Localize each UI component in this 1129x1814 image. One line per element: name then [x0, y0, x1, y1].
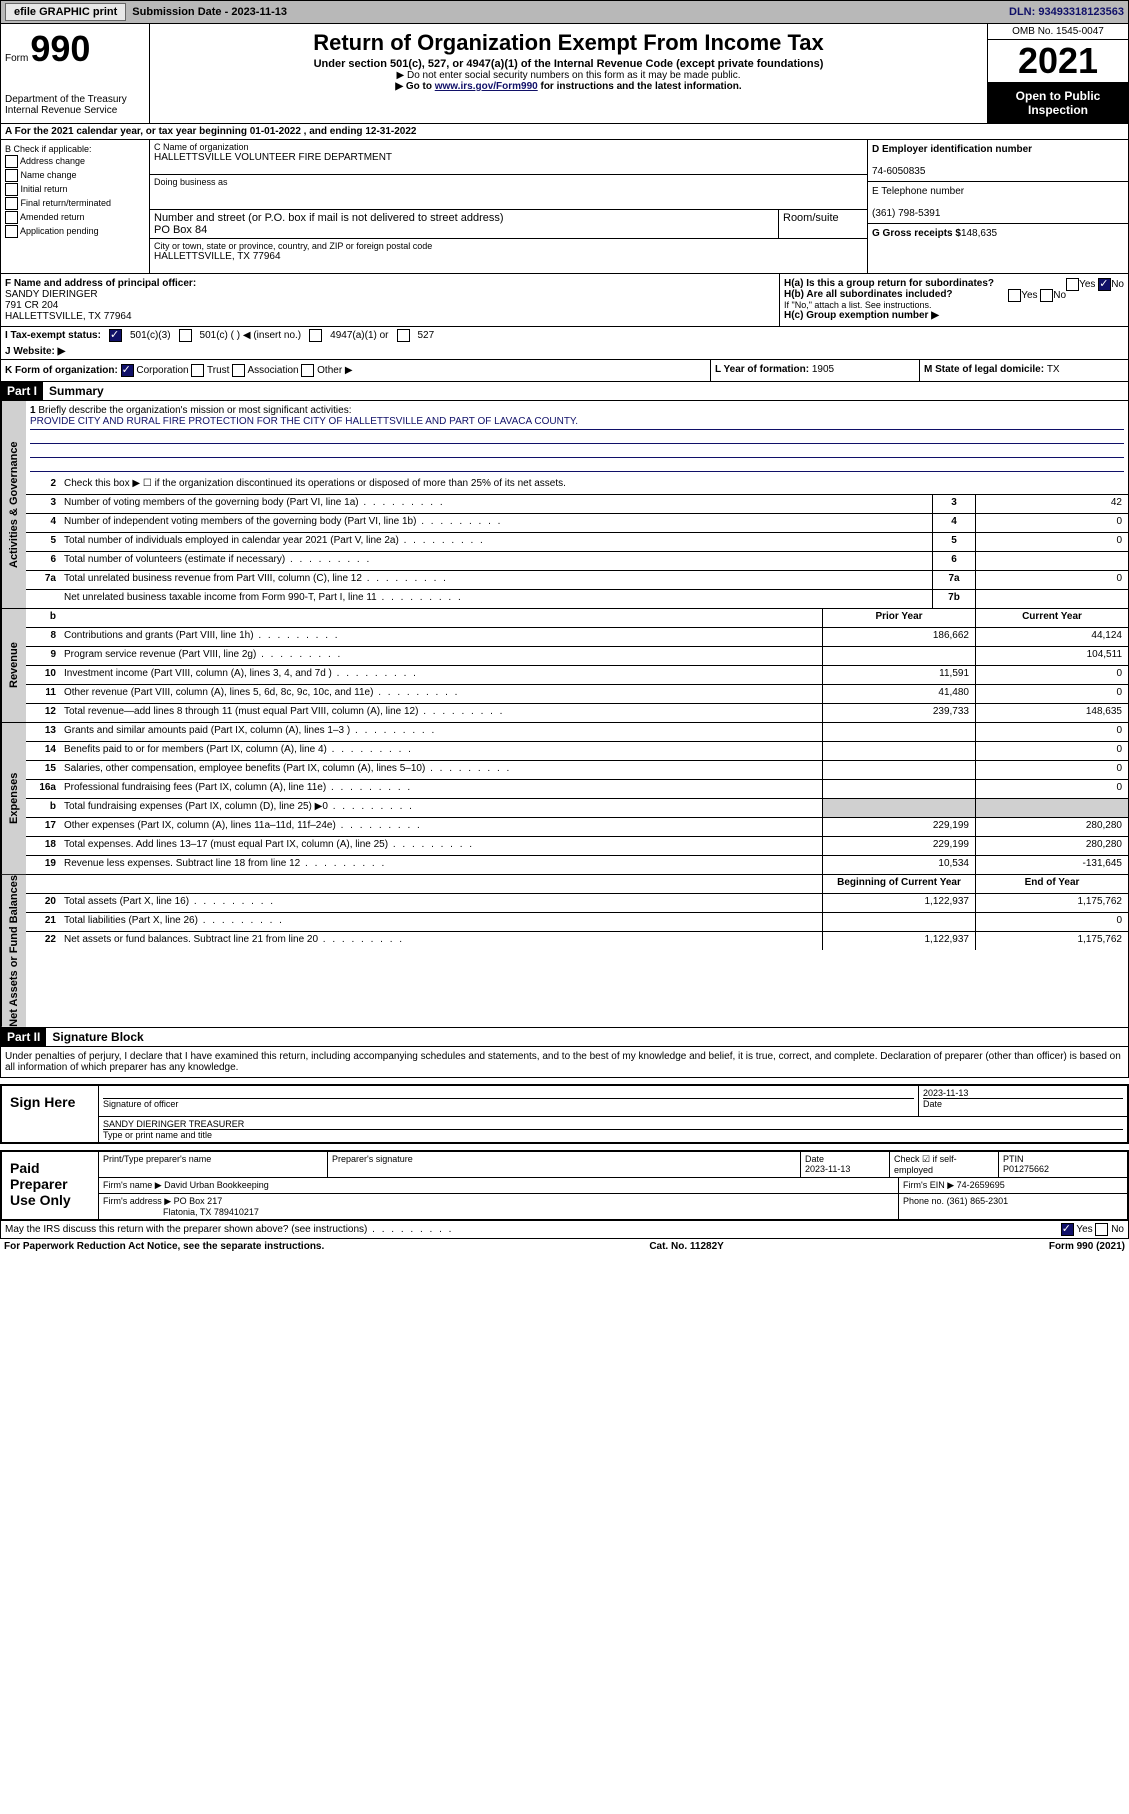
row-j-website: J Website: ▶: [0, 344, 1129, 360]
topbar: efile GRAPHIC print Submission Date - 20…: [0, 0, 1129, 24]
efile-print-button[interactable]: efile GRAPHIC print: [5, 3, 126, 21]
chk-corp[interactable]: [121, 364, 134, 377]
line-7a: 7a Total unrelated business revenue from…: [26, 571, 1128, 590]
ha-yes[interactable]: [1066, 278, 1079, 291]
dln-label: DLN: 93493318123563: [1009, 6, 1124, 18]
col-b-checkboxes: B Check if applicable: Address change Na…: [1, 140, 150, 273]
form-note-2: ▶ Go to www.irs.gov/Form990 for instruct…: [154, 81, 983, 92]
line-8: 8 Contributions and grants (Part VIII, l…: [26, 628, 1128, 647]
submission-date-label: Submission Date - 2023-11-13: [132, 6, 287, 18]
line-21: 21 Total liabilities (Part X, line 26) 0: [26, 913, 1128, 932]
line-18: 18 Total expenses. Add lines 13–17 (must…: [26, 837, 1128, 856]
form-note-1: ▶ Do not enter social security numbers o…: [154, 70, 983, 81]
may-irs-discuss: May the IRS discuss this return with the…: [0, 1221, 1129, 1239]
line-7b: Net unrelated business taxable income fr…: [26, 590, 1128, 608]
chk-assoc[interactable]: [232, 364, 245, 377]
line-12: 12 Total revenue—add lines 8 through 11 …: [26, 704, 1128, 722]
row-k-l-m: K Form of organization: Corporation Trus…: [0, 360, 1129, 382]
org-city: HALLETTSVILLE, TX 77964: [154, 251, 863, 262]
phone-value: (361) 798-5391: [872, 208, 940, 219]
org-address: PO Box 84: [154, 224, 774, 236]
header-right: OMB No. 1545-0047 2021 Open to Public In…: [987, 24, 1128, 123]
chk-4947[interactable]: [309, 329, 322, 342]
open-inspection-label: Open to Public Inspection: [988, 83, 1128, 123]
block-b-to-g: B Check if applicable: Address change Na…: [0, 140, 1129, 274]
irs-yes[interactable]: [1061, 1223, 1074, 1236]
chk-trust[interactable]: [191, 364, 204, 377]
col-c-org-info: C Name of organization HALLETTSVILLE VOL…: [150, 140, 867, 273]
tax-year: 2021: [988, 40, 1128, 83]
year-formation: 1905: [812, 364, 834, 375]
chk-name-change[interactable]: [5, 169, 18, 182]
chk-final-return[interactable]: [5, 197, 18, 210]
line-16a: 16a Professional fundraising fees (Part …: [26, 780, 1128, 799]
row-f-h: F Name and address of principal officer:…: [0, 274, 1129, 327]
chk-527[interactable]: [397, 329, 410, 342]
side-tab-revenue: Revenue: [1, 609, 26, 722]
omb-number: OMB No. 1545-0047: [988, 24, 1128, 40]
line-20: 20 Total assets (Part X, line 16) 1,122,…: [26, 894, 1128, 913]
col-d-e-g: D Employer identification number 74-6050…: [867, 140, 1128, 273]
col-f-officer: F Name and address of principal officer:…: [1, 274, 779, 326]
line-4: 4 Number of independent voting members o…: [26, 514, 1128, 533]
gross-receipts: 148,635: [961, 228, 997, 239]
ein-value: 74-6050835: [872, 166, 925, 177]
col-h-group: H(a) Is this a group return for subordin…: [779, 274, 1128, 326]
line-10: 10 Investment income (Part VIII, column …: [26, 666, 1128, 685]
ha-no[interactable]: [1098, 278, 1111, 291]
chk-amended-return[interactable]: [5, 211, 18, 224]
paid-preparer-block: Paid Preparer Use Only Print/Type prepar…: [0, 1150, 1129, 1221]
summary-governance: Activities & Governance 1 Briefly descri…: [0, 401, 1129, 609]
summary-revenue: Revenue b Prior Year Current Year 8 Cont…: [0, 609, 1129, 723]
line-11: 11 Other revenue (Part VIII, column (A),…: [26, 685, 1128, 704]
chk-application-pending[interactable]: [5, 225, 18, 238]
line-15: 15 Salaries, other compensation, employe…: [26, 761, 1128, 780]
chk-501c3[interactable]: [109, 329, 122, 342]
line-14: 14 Benefits paid to or for members (Part…: [26, 742, 1128, 761]
hb-no[interactable]: [1040, 289, 1053, 302]
line-b: b Total fundraising expenses (Part IX, c…: [26, 799, 1128, 818]
signature-declaration: Under penalties of perjury, I declare th…: [0, 1047, 1129, 1078]
part-1-header: Part I Summary: [0, 382, 1129, 401]
line-3: 3 Number of voting members of the govern…: [26, 495, 1128, 514]
chk-501c[interactable]: [179, 329, 192, 342]
irs-no[interactable]: [1095, 1223, 1108, 1236]
dept-label: Department of the Treasury Internal Reve…: [5, 94, 145, 116]
state-domicile: TX: [1047, 364, 1060, 375]
mission-text: PROVIDE CITY AND RURAL FIRE PROTECTION F…: [30, 416, 1124, 430]
form-title: Return of Organization Exempt From Incom…: [154, 30, 983, 56]
line-19: 19 Revenue less expenses. Subtract line …: [26, 856, 1128, 874]
row-i-tax-status: I Tax-exempt status: 501(c)(3) 501(c) ( …: [0, 327, 1129, 344]
side-tab-expenses: Expenses: [1, 723, 26, 874]
form-header: Form 990 Department of the Treasury Inte…: [0, 24, 1129, 124]
line-9: 9 Program service revenue (Part VIII, li…: [26, 647, 1128, 666]
side-tab-net: Net Assets or Fund Balances: [1, 875, 26, 1027]
form-number: 990: [30, 28, 90, 70]
row-a-tax-year: A For the 2021 calendar year, or tax yea…: [0, 124, 1129, 140]
line-6: 6 Total number of volunteers (estimate i…: [26, 552, 1128, 571]
form-subtitle: Under section 501(c), 527, or 4947(a)(1)…: [154, 58, 983, 70]
hb-yes[interactable]: [1008, 289, 1021, 302]
page-footer: For Paperwork Reduction Act Notice, see …: [0, 1239, 1129, 1254]
chk-initial-return[interactable]: [5, 183, 18, 196]
summary-net-assets: Net Assets or Fund Balances Beginning of…: [0, 875, 1129, 1028]
part-2-header: Part II Signature Block: [0, 1028, 1129, 1047]
form-word: Form: [5, 53, 28, 64]
side-tab-governance: Activities & Governance: [1, 401, 26, 608]
chk-other[interactable]: [301, 364, 314, 377]
header-left: Form 990 Department of the Treasury Inte…: [1, 24, 150, 123]
irs-link[interactable]: www.irs.gov/Form990: [435, 81, 538, 92]
line-22: 22 Net assets or fund balances. Subtract…: [26, 932, 1128, 950]
line-5: 5 Total number of individuals employed i…: [26, 533, 1128, 552]
header-center: Return of Organization Exempt From Incom…: [150, 24, 987, 123]
chk-address-change[interactable]: [5, 155, 18, 168]
line-17: 17 Other expenses (Part IX, column (A), …: [26, 818, 1128, 837]
line-13: 13 Grants and similar amounts paid (Part…: [26, 723, 1128, 742]
sign-here-block: Sign Here Signature of officer 2023-11-1…: [0, 1084, 1129, 1144]
summary-expenses: Expenses 13 Grants and similar amounts p…: [0, 723, 1129, 875]
org-name: HALLETTSVILLE VOLUNTEER FIRE DEPARTMENT: [154, 152, 863, 163]
